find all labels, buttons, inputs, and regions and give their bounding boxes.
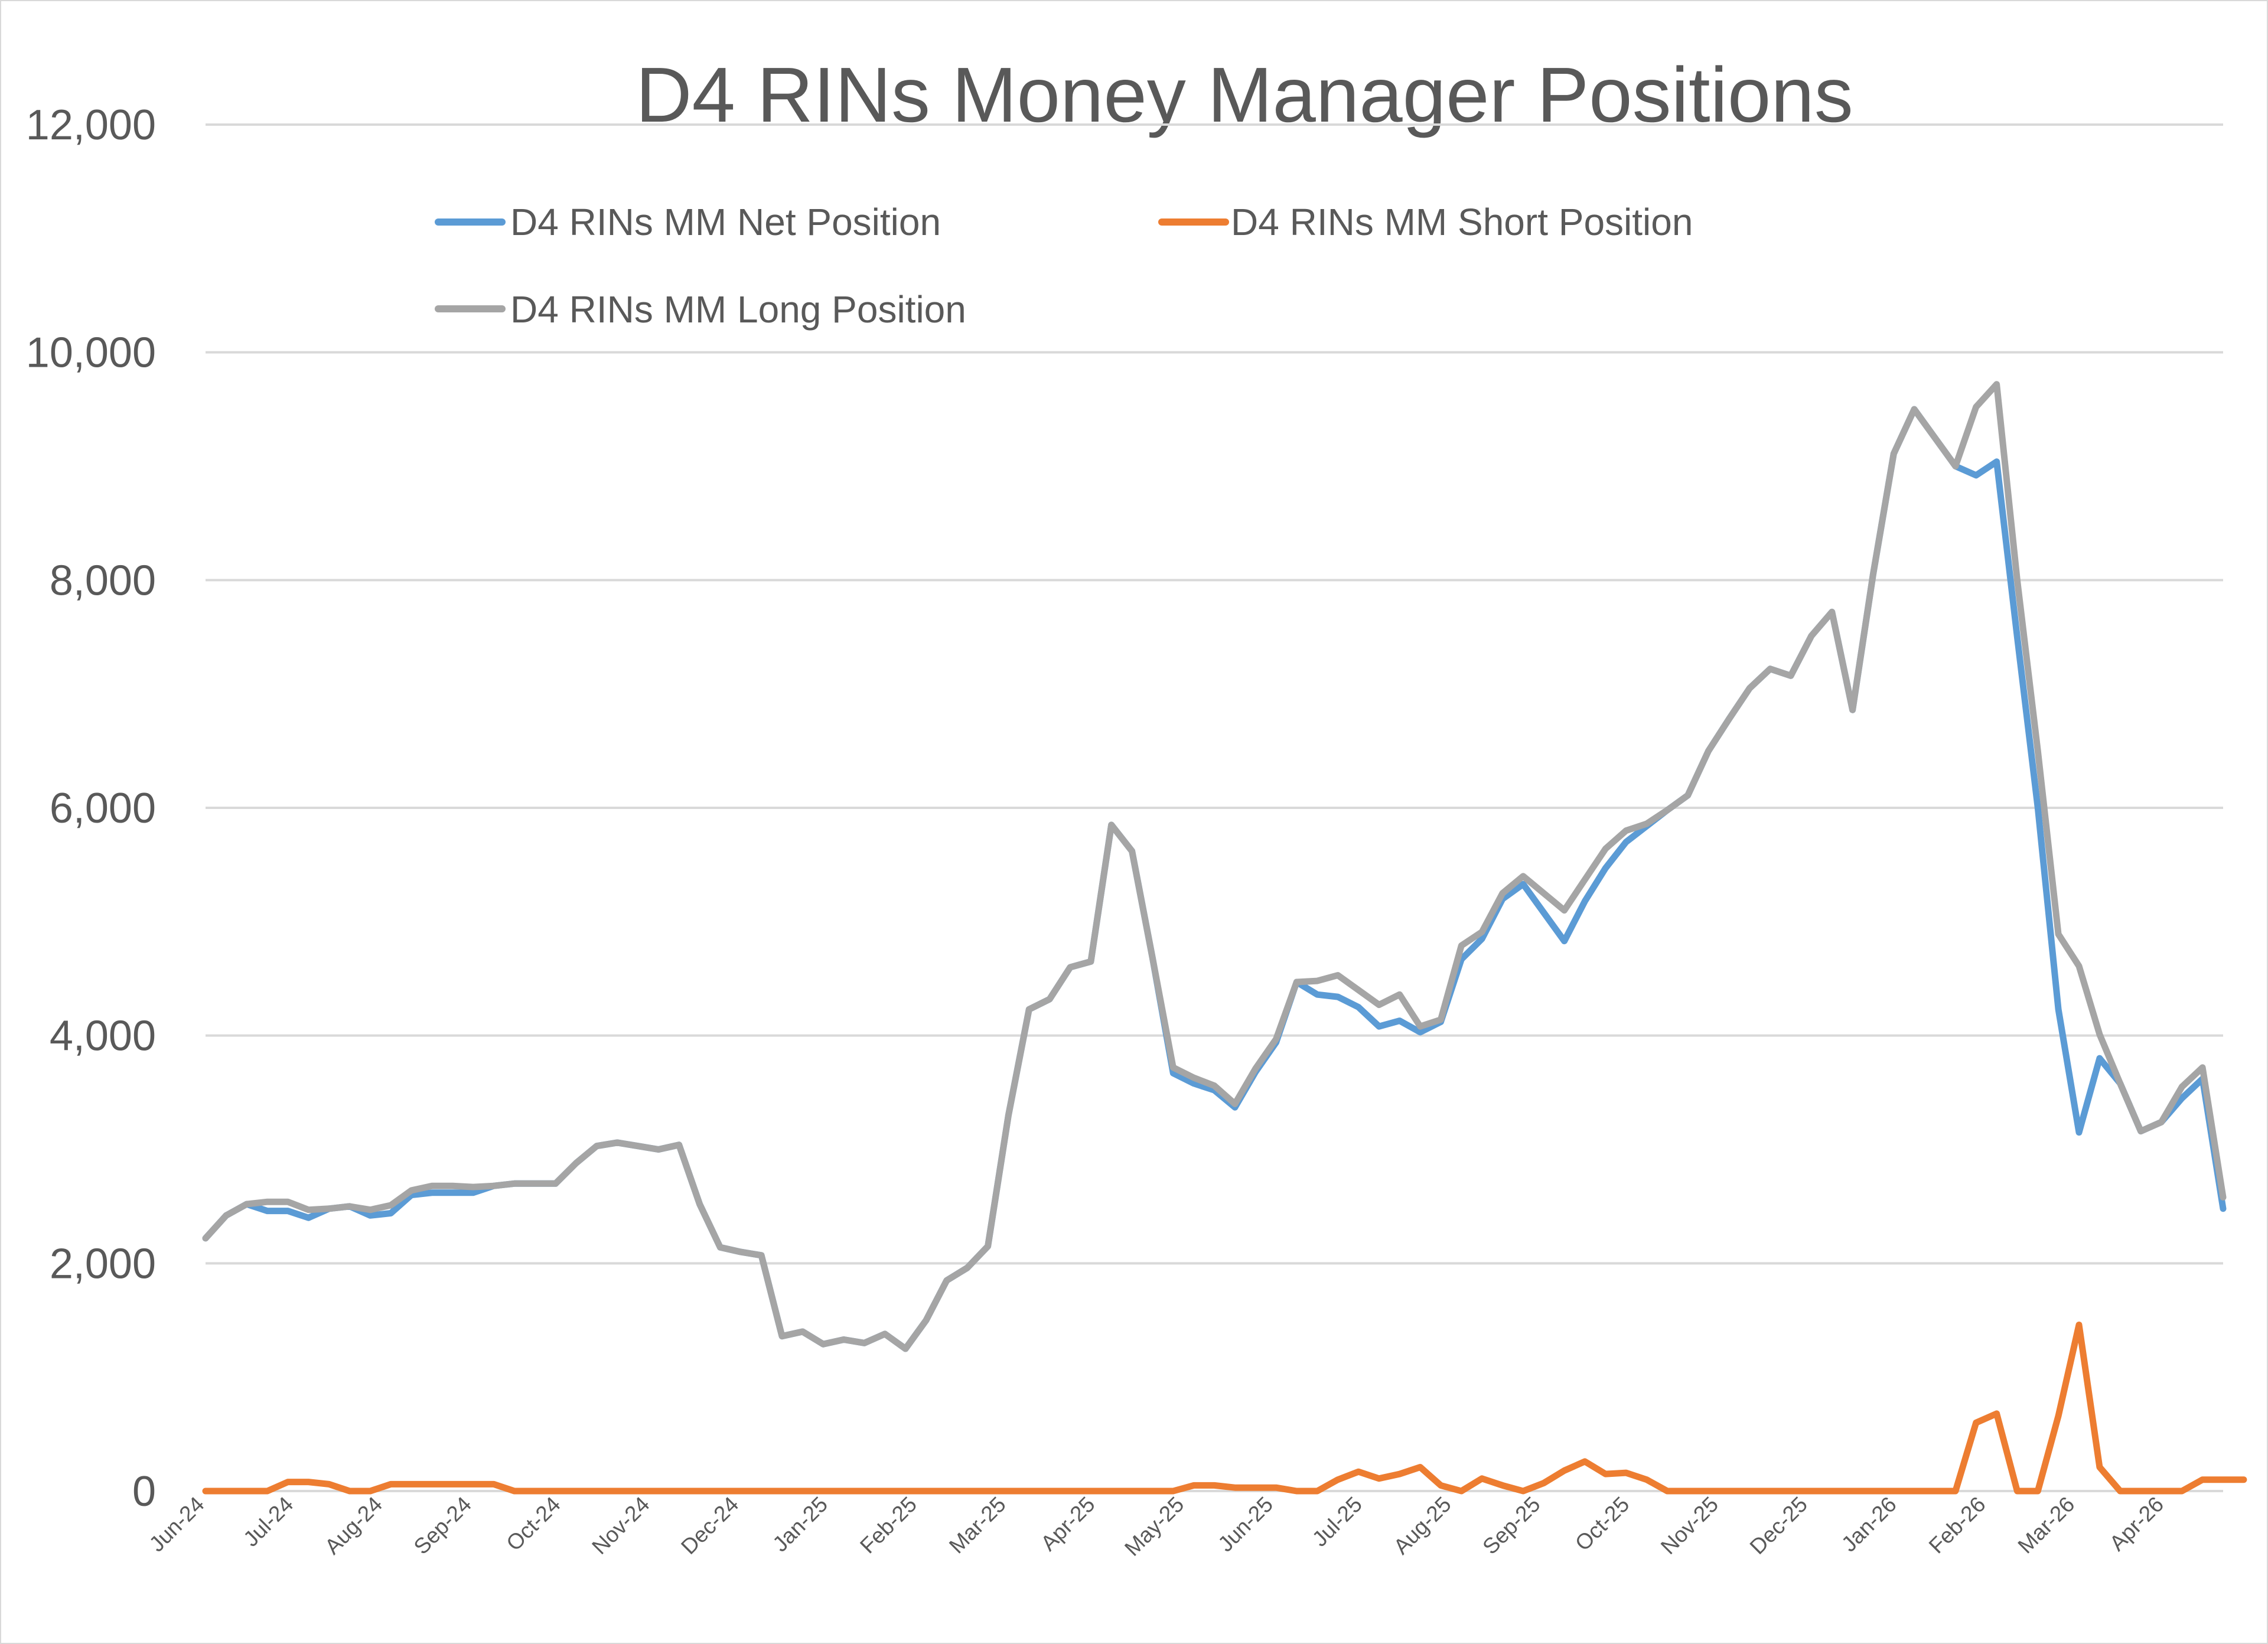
x-tick-label: Apr-26 — [2105, 1492, 2169, 1556]
x-tick-label: Aug-24 — [320, 1492, 387, 1559]
x-tick-label: Dec-25 — [1745, 1492, 1812, 1559]
y-tick-label: 2,000 — [50, 1240, 156, 1287]
y-tick-label: 4,000 — [50, 1013, 156, 1060]
x-tick-label: Sep-24 — [409, 1492, 476, 1559]
legend-label-net: D4 RINs MM Net Position — [510, 201, 941, 243]
gridlines — [206, 123, 2223, 1492]
y-tick-label: 0 — [132, 1468, 156, 1515]
x-tick-label: Jun-25 — [1213, 1492, 1278, 1557]
legend-item-short: D4 RINs MM Short Position — [1158, 201, 1693, 243]
series-line-short — [202, 1322, 2247, 1495]
x-tick-label: Apr-25 — [1036, 1492, 1100, 1556]
legend-item-net: D4 RINs MM Net Position — [435, 201, 941, 243]
x-tick-label: May-25 — [1120, 1492, 1188, 1561]
x-tick-label: Feb-26 — [1924, 1492, 1990, 1558]
legend-item-long: D4 RINs MM Long Position — [435, 288, 966, 331]
legend: D4 RINs MM Net Position D4 RINs MM Short… — [435, 201, 1693, 331]
x-tick-label: Jul-25 — [1308, 1492, 1367, 1551]
x-tick-label: Oct-24 — [501, 1492, 565, 1556]
x-tick-label: Feb-25 — [855, 1492, 921, 1558]
y-tick-label: 12,000 — [26, 102, 156, 149]
series-line-net — [202, 406, 2227, 1352]
x-tick-label: Sep-25 — [1478, 1492, 1544, 1559]
series-line-long — [202, 381, 2227, 1352]
x-tick-label: Jan-26 — [1837, 1492, 1901, 1557]
x-tick-label: Nov-24 — [587, 1492, 654, 1559]
y-tick-label: 6,000 — [50, 785, 156, 832]
x-tick-label: Dec-24 — [676, 1492, 743, 1559]
legend-label-short: D4 RINs MM Short Position — [1231, 201, 1693, 243]
x-tick-label: Jan-25 — [768, 1492, 832, 1557]
series-lines — [202, 381, 2247, 1495]
x-tick-label: Jul-24 — [239, 1492, 298, 1551]
legend-label-long: D4 RINs MM Long Position — [510, 288, 966, 331]
x-tick-label: Oct-25 — [1570, 1492, 1634, 1556]
x-tick-label: Aug-25 — [1389, 1492, 1455, 1559]
x-axis-tick-labels: Jun-24 Jul-24 Aug-24 Sep-24 Oct-24 Nov-24 Dec-… — [145, 1492, 2169, 1561]
x-tick-label: Mar-25 — [944, 1492, 1011, 1558]
x-tick-label: Nov-25 — [1656, 1492, 1723, 1559]
y-tick-label: 10,000 — [26, 330, 156, 377]
y-tick-label: 8,000 — [50, 557, 156, 604]
x-tick-label: Mar-26 — [2013, 1492, 2080, 1558]
y-axis-tick-labels: 0 2,000 4,000 6,000 8,000 10,000 12,000 — [26, 102, 156, 1515]
